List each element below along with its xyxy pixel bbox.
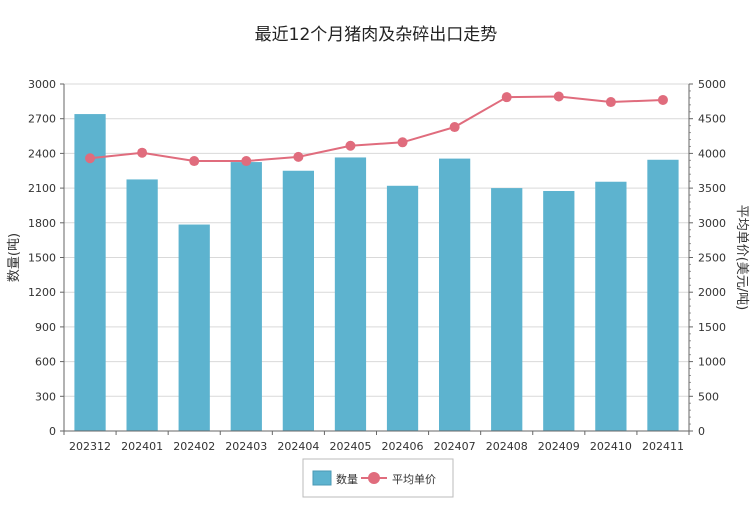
bar: [230, 162, 262, 431]
bar-series: [74, 114, 679, 432]
line-point: [189, 156, 200, 167]
line-point: [293, 151, 304, 162]
grid-lines: [64, 83, 689, 397]
bar: [282, 170, 314, 431]
y2-tick-label: 500: [698, 390, 719, 403]
y-tick-label: 1800: [28, 217, 56, 230]
line-path: [89, 95, 663, 163]
legend-label: 数量: [336, 473, 358, 486]
bar: [334, 157, 367, 431]
x-tick-label: 202403: [225, 440, 267, 453]
x-tick-label: 202406: [382, 440, 424, 453]
legend: 数量 平均单价: [302, 458, 454, 498]
y2-tick-label: 1500: [698, 321, 726, 334]
y-tick-label: 1500: [28, 252, 56, 265]
legend-bar-swatch: [312, 470, 332, 486]
y2-tick-label: 4500: [698, 113, 726, 126]
y2-tick-label: 3500: [698, 182, 726, 195]
y-tick-label: 900: [35, 321, 56, 334]
y2-tick-label: 0: [698, 425, 705, 438]
bar: [647, 159, 679, 432]
x-tick-label: 202409: [538, 440, 580, 453]
line-point: [345, 140, 356, 151]
x-tick-label: 202401: [121, 440, 163, 453]
y-tick-label: 600: [35, 356, 56, 369]
x-tick-label: 202407: [434, 440, 476, 453]
y-tick-label: 2700: [28, 113, 56, 126]
x-tick-label: 202404: [277, 440, 319, 453]
x-tick-label: 202408: [486, 440, 528, 453]
y-axis-title: 数量(吨): [7, 233, 22, 282]
bar: [491, 188, 523, 431]
bar: [386, 185, 419, 431]
chart-title: 最近12个月猪肉及杂碎出口走势: [255, 25, 498, 45]
y2-tick-label: 5000: [698, 78, 726, 91]
y2-tick-label: 4000: [698, 147, 726, 160]
x-tick-label: 202402: [173, 440, 215, 453]
axes: 0 300 600 900 1200 1500 1800 2100 2400 2700 3000 0 5…: [7, 78, 749, 453]
y2-axis-title: 平均单价(美元/吨): [734, 205, 749, 311]
y2-tick-label: 1000: [698, 356, 726, 369]
line-point: [605, 97, 616, 108]
y-tick-label: 2100: [28, 182, 56, 195]
line-point: [241, 156, 252, 167]
line-series: [85, 91, 668, 167]
line-point: [85, 153, 96, 164]
x-tick-label: 202411: [642, 440, 684, 453]
x-tick-label: 202405: [329, 440, 371, 453]
line-point: [397, 137, 408, 148]
x-tick-label: 202312: [69, 440, 111, 453]
y-tick-label: 3000: [28, 78, 56, 91]
line-point: [449, 122, 460, 133]
legend-label: 平均单价: [392, 473, 436, 486]
bar: [74, 114, 106, 431]
x-tick-label: 202410: [590, 440, 632, 453]
bar: [178, 224, 210, 431]
line-point: [553, 91, 564, 102]
y2-tick-label: 2000: [698, 286, 726, 299]
legend-line-marker: [368, 472, 380, 484]
y-tick-label: 2400: [28, 147, 56, 160]
bar: [439, 158, 471, 432]
y2-tick-label: 3000: [698, 217, 726, 230]
line-point: [501, 92, 512, 103]
line-point: [657, 94, 668, 105]
y-tick-label: 300: [35, 390, 56, 403]
bar: [543, 190, 575, 431]
bar: [595, 181, 627, 431]
y2-tick-label: 2500: [698, 252, 726, 265]
bar: [126, 179, 158, 431]
y-tick-label: 1200: [28, 286, 56, 299]
y-tick-label: 0: [49, 425, 56, 438]
line-point: [137, 147, 148, 158]
